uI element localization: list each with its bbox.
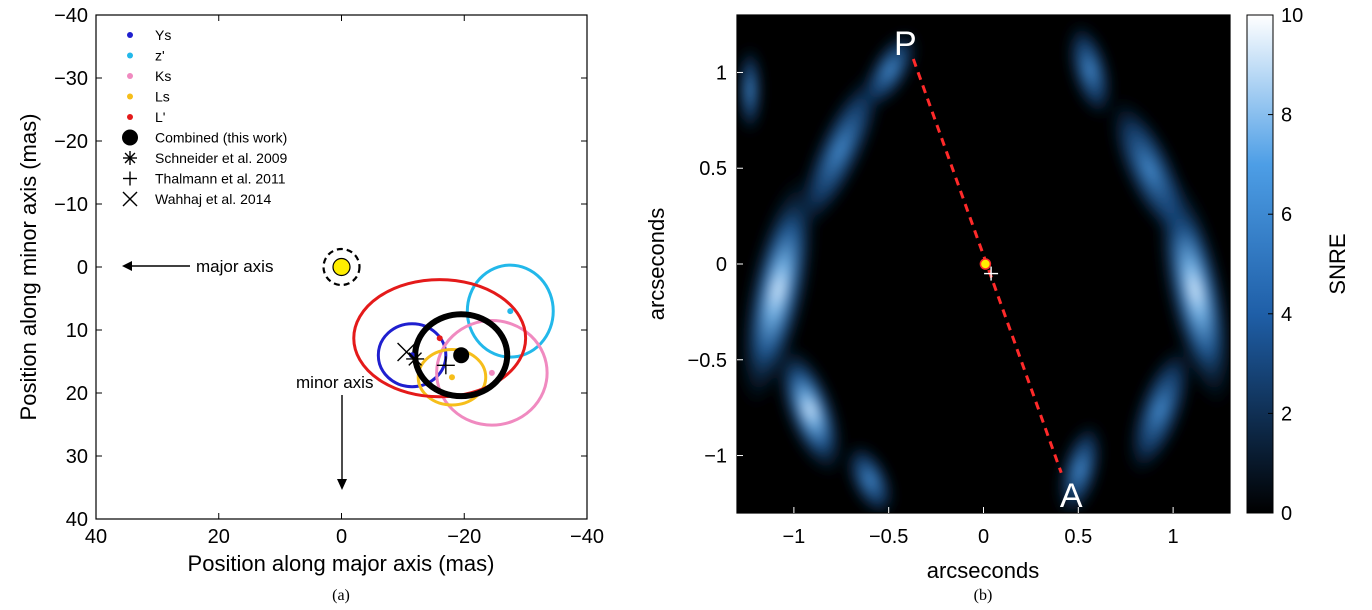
legend-label: Combined (this work) — [155, 130, 287, 146]
x-tick-label: 0.5 — [1064, 526, 1092, 548]
error-ellipse-ks — [435, 319, 549, 427]
position-angle-line — [911, 58, 1063, 474]
legend-label: Ls — [155, 89, 170, 105]
panel-a-ticks: 40 20 0 −20 −40 −40 −30 −20 −10 0 10 20 30 40 — [54, 5, 604, 548]
panel-b-xlabel: arcseconds — [927, 558, 1040, 583]
p-label: P — [894, 25, 917, 63]
companion-plus-marker — [984, 266, 999, 281]
y-tick-label: 1 — [716, 62, 727, 84]
x-tick-label: 0 — [978, 526, 989, 548]
centroid-ks — [488, 369, 495, 376]
centroid-ls — [448, 374, 455, 381]
major-axis-arrow: major axis — [122, 257, 273, 276]
legend-marker-bigdot — [122, 129, 138, 146]
centroid-combined-this-work- — [453, 347, 470, 364]
panel-b-caption: (b) — [974, 587, 993, 604]
centroid-z- — [507, 308, 514, 315]
centroid-l- — [436, 335, 443, 342]
y-tick-label: 30 — [66, 446, 88, 468]
y-tick-label: −20 — [54, 131, 88, 153]
y-tick-label: 0 — [716, 254, 727, 276]
y-tick-label: −30 — [54, 68, 88, 90]
legend-label: Schneider et al. 2009 — [155, 150, 288, 166]
panel-a-legend: Ys z' Ks Ls L' Combined (this work) Schneider … — [122, 27, 288, 207]
x-tick-label: −20 — [447, 526, 481, 548]
colorbar-ticks: 0 2 4 6 8 10 — [1268, 5, 1303, 525]
legend-label: Wahhaj et al. 2014 — [155, 191, 271, 207]
panel-a-points — [397, 308, 514, 381]
x-tick-label: 0 — [336, 526, 347, 548]
legend-marker-cross — [122, 191, 138, 207]
x-tick-label: 40 — [85, 526, 107, 548]
legend-marker-asterisk — [123, 151, 137, 165]
legend-marker-dot — [127, 52, 133, 59]
panel-a-caption: (a) — [332, 587, 350, 604]
major-axis-label: major axis — [196, 257, 273, 276]
y-tick-label: 10 — [66, 320, 88, 342]
legend-marker-dot — [127, 114, 133, 120]
panel-a-position-plot: 40 20 0 −20 −40 −40 −30 −20 −10 0 10 20 30 40 major a… — [16, 5, 604, 604]
error-ellipse-l- — [352, 278, 528, 399]
y-tick-label: 40 — [66, 509, 88, 531]
star-dot — [332, 257, 351, 277]
y-tick-label: −10 — [54, 194, 88, 216]
legend-label: Ys — [155, 27, 171, 43]
x-tick-label: 1 — [1168, 526, 1179, 548]
colorbar-label: SNRE — [1325, 233, 1350, 294]
literature-point-cross — [397, 342, 417, 362]
colorbar — [1246, 14, 1274, 514]
minor-axis-arrow: minor axis — [296, 373, 373, 490]
y-tick-label: −40 — [54, 5, 88, 27]
colorbar-tick-label: 10 — [1281, 5, 1303, 27]
host-star-marker — [322, 247, 361, 287]
legend-marker-dot — [127, 73, 133, 79]
panel-b-ylabel: arcseconds — [644, 208, 669, 321]
center-markers — [979, 258, 999, 281]
y-tick-label: 0.5 — [699, 158, 727, 180]
colorbar-tick-label: 4 — [1281, 304, 1292, 326]
literature-point-plus — [436, 356, 455, 375]
minor-axis-label: minor axis — [296, 373, 373, 392]
legend-marker-dot — [127, 32, 133, 38]
legend-label: L' — [155, 109, 165, 125]
a-label: A — [1060, 477, 1083, 515]
legend-marker-plus — [123, 171, 137, 186]
colorbar-tick-label: 0 — [1281, 503, 1292, 525]
legend-marker-dot — [127, 93, 133, 100]
panel-b-ticks: −1 −0.5 0 0.5 1 1 0.5 0 −0.5 −1 — [688, 62, 1179, 548]
error-ellipse-z- — [465, 263, 555, 359]
legend-label: Ks — [155, 68, 171, 84]
x-tick-label: −40 — [570, 526, 604, 548]
star-marker — [979, 258, 992, 270]
legend-label: Thalmann et al. 2011 — [155, 171, 286, 187]
star-dashed-ring — [322, 247, 361, 287]
x-tick-label: 20 — [208, 526, 230, 548]
y-tick-label: −0.5 — [688, 350, 727, 372]
panel-a-xlabel: Position along major axis (mas) — [188, 551, 495, 576]
y-tick-label: 20 — [66, 383, 88, 405]
y-tick-label: 0 — [77, 257, 88, 279]
y-tick-label: −1 — [704, 446, 727, 468]
colorbar-tick-label: 8 — [1281, 105, 1292, 127]
error-ellipse-ys — [376, 322, 448, 389]
literature-point-asterisk — [406, 349, 425, 368]
legend-label: z' — [155, 48, 165, 64]
colorbar-tick-label: 2 — [1281, 403, 1292, 425]
colorbar-tick-label: 6 — [1281, 204, 1292, 226]
x-tick-label: −1 — [782, 526, 805, 548]
x-tick-label: −0.5 — [869, 526, 908, 548]
error-ellipse-ls — [416, 348, 488, 407]
snre-map-blobs — [738, 21, 1230, 513]
panel-a-ylabel: Position along minor axis (mas) — [16, 114, 41, 421]
